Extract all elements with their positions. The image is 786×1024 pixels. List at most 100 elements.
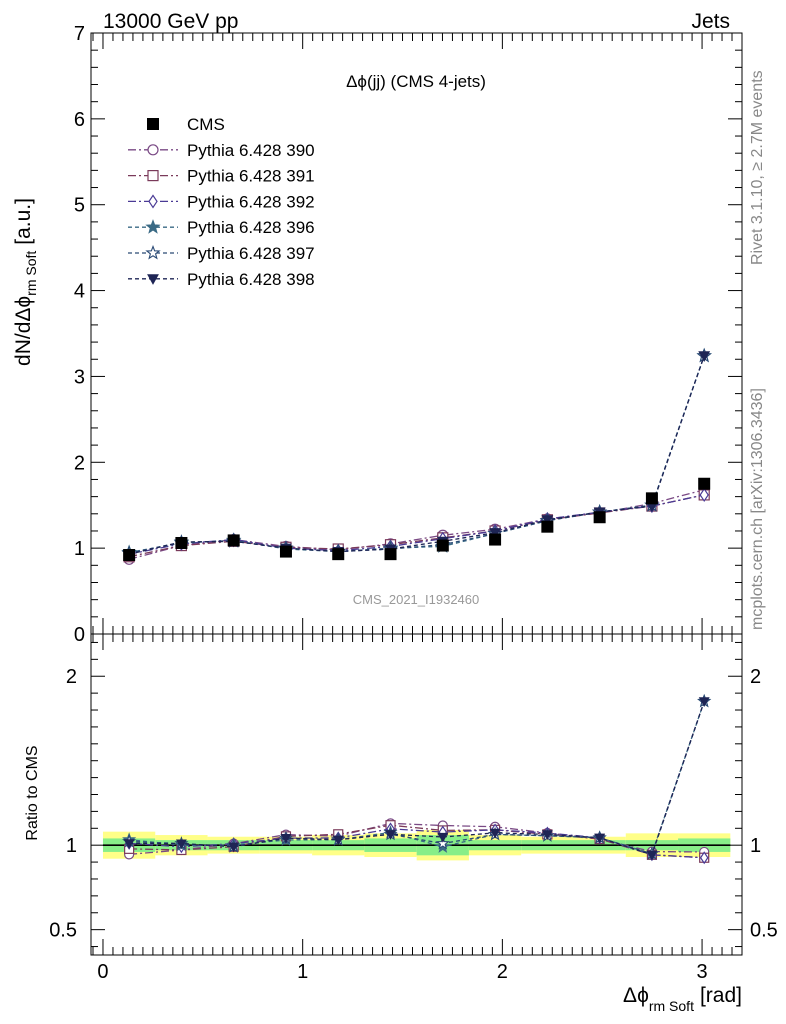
- y-tick-label-main: 5: [74, 195, 85, 217]
- ratio-point: [541, 830, 553, 841]
- main-panel: 0 1 2 3 4 5 6 7 Δϕ(jj) (CMS 4-jets) CMS_2021_I1…: [74, 23, 743, 646]
- legend-marker: [147, 118, 159, 130]
- y-tick-label-main: 1: [74, 538, 85, 560]
- ratio-point: [698, 697, 710, 707]
- y-axis-label-main: dN/dΔϕrm Soft[a.u.]: [12, 198, 39, 366]
- header-right: Jets: [691, 10, 730, 33]
- main-series-pythia-6.428-396: [121, 347, 712, 559]
- legend-label: Pythia 6.428 396: [187, 218, 315, 237]
- legend-label: Pythia 6.428 391: [187, 167, 315, 186]
- ratio-line: [129, 701, 705, 855]
- data-point: [593, 511, 606, 524]
- main-ticks: 0 1 2 3 4 5 6 7: [74, 23, 743, 646]
- legend-label: CMS: [187, 115, 225, 134]
- data-point: [436, 539, 449, 552]
- main-series-pythia-6.428-398: [123, 351, 711, 561]
- main-series-pythia-6.428-397: [121, 347, 712, 560]
- legend-item: Pythia 6.428 391: [128, 167, 315, 186]
- series-point: [541, 515, 554, 526]
- svg-text:Δϕrm Soft[rad]: Δϕrm Soft [rad]: [623, 984, 742, 1014]
- main-series-cms-data: [123, 477, 711, 562]
- legend-item: Pythia 6.428 397: [128, 244, 315, 263]
- data-point: [227, 534, 240, 547]
- data-point: [175, 536, 188, 549]
- ratio-series-layer: [122, 693, 712, 865]
- x-tick-label: 0: [97, 961, 108, 983]
- y-tick-label-ratio: 2: [66, 666, 77, 688]
- data-point: [541, 520, 554, 533]
- x-axis-label: Δϕrm Soft [rad]: [623, 984, 742, 1014]
- ratio-panel: 0.5 0.5 1 1 2 2 0 1 2 3: [49, 633, 778, 983]
- y-tick-label-ratio-right: 2: [750, 666, 761, 688]
- series-line: [129, 355, 705, 554]
- ratio-point: [435, 836, 450, 850]
- analysis-watermark: CMS_2021_I1932460: [353, 592, 480, 607]
- data-point: [698, 477, 711, 490]
- y-tick-label-main: 3: [74, 366, 85, 388]
- series-line: [128, 494, 705, 558]
- y-tick-label-main: 6: [74, 109, 85, 131]
- ratio-point: [280, 833, 292, 844]
- ratio-line: [129, 701, 705, 855]
- ratio-frame: [90, 633, 743, 956]
- series-point: [699, 487, 709, 502]
- series-line: [128, 489, 705, 560]
- legend-marker: [148, 194, 158, 209]
- legend-marker: [147, 274, 159, 285]
- y-tick-label-ratio: 0.5: [49, 920, 77, 942]
- ratio-point: [332, 835, 344, 846]
- chart-title: Δϕ(jj) (CMS 4-jets): [346, 72, 486, 91]
- ratio-point: [228, 842, 240, 853]
- legend-item: Pythia 6.428 398: [128, 270, 315, 289]
- legend-item-cms: CMS: [147, 115, 225, 134]
- data-point: [384, 548, 397, 561]
- ratio-point: [437, 832, 449, 843]
- legend-marker: [145, 244, 161, 260]
- legend-item: Pythia 6.428 396: [128, 218, 315, 237]
- rivet-label: Rivet 3.1.10, ≥ 2.7M events: [749, 70, 766, 265]
- y-tick-label-ratio-right: 1: [750, 835, 761, 857]
- x-tick-label: 2: [497, 961, 508, 983]
- ratio-point: [594, 833, 606, 844]
- legend-label: Pythia 6.428 392: [187, 192, 315, 211]
- ratio-point: [385, 830, 396, 840]
- legend-item: Pythia 6.428 390: [128, 141, 315, 160]
- series-point: [698, 351, 711, 362]
- y-tick-label-ratio: 1: [66, 835, 77, 857]
- main-series-layer: [121, 347, 712, 565]
- legend: CMS Pythia 6.428 390 Pythia 6.428 391 Pythi…: [128, 115, 315, 289]
- ratio-ticks: 0.5 0.5 1 1 2 2 0 1 2 3: [49, 634, 778, 983]
- svg-text:dN/dΔϕrm Soft[a.u.]: dN/dΔϕrm Soft[a.u.]: [12, 198, 39, 366]
- legend-item: Pythia 6.428 392: [128, 192, 315, 211]
- main-series-pythia-6.428-391: [123, 489, 710, 563]
- legend-marker: [147, 144, 159, 156]
- series-line: [128, 355, 705, 554]
- legend-marker: [147, 170, 159, 182]
- ratio-line: [129, 701, 705, 856]
- legend-label: Pythia 6.428 398: [187, 270, 315, 289]
- ratio-point: [646, 850, 658, 861]
- y-tick-label-ratio-right: 0.5: [750, 920, 778, 942]
- y-tick-label-main: 0: [74, 624, 85, 646]
- series-point: [489, 528, 502, 539]
- data-point: [645, 492, 658, 505]
- y-tick-label-main: 2: [74, 452, 85, 474]
- mcplots-label: mcplots.cern.ch [arXiv:1306.3436]: [749, 388, 766, 630]
- x-tick-label: 3: [696, 961, 707, 983]
- ratio-line: [129, 824, 705, 859]
- header-left: 13000 GeV pp: [103, 10, 238, 33]
- main-series-pythia-6.428-390: [123, 484, 710, 565]
- data-point: [123, 549, 136, 562]
- legend-label: Pythia 6.428 397: [187, 244, 315, 263]
- y-tick-label-main: 4: [74, 281, 85, 303]
- data-point: [332, 548, 345, 561]
- y-axis-label-ratio: Ratio to CMS: [24, 745, 41, 840]
- data-point: [489, 533, 502, 546]
- main-series-pythia-6.428-392: [124, 487, 709, 562]
- data-point: [279, 545, 292, 558]
- ratio-point: [489, 828, 501, 839]
- ratio-point: [175, 839, 187, 850]
- y-tick-label-main: 7: [74, 23, 85, 45]
- series-line: [128, 355, 705, 555]
- ratio-point: [123, 839, 135, 849]
